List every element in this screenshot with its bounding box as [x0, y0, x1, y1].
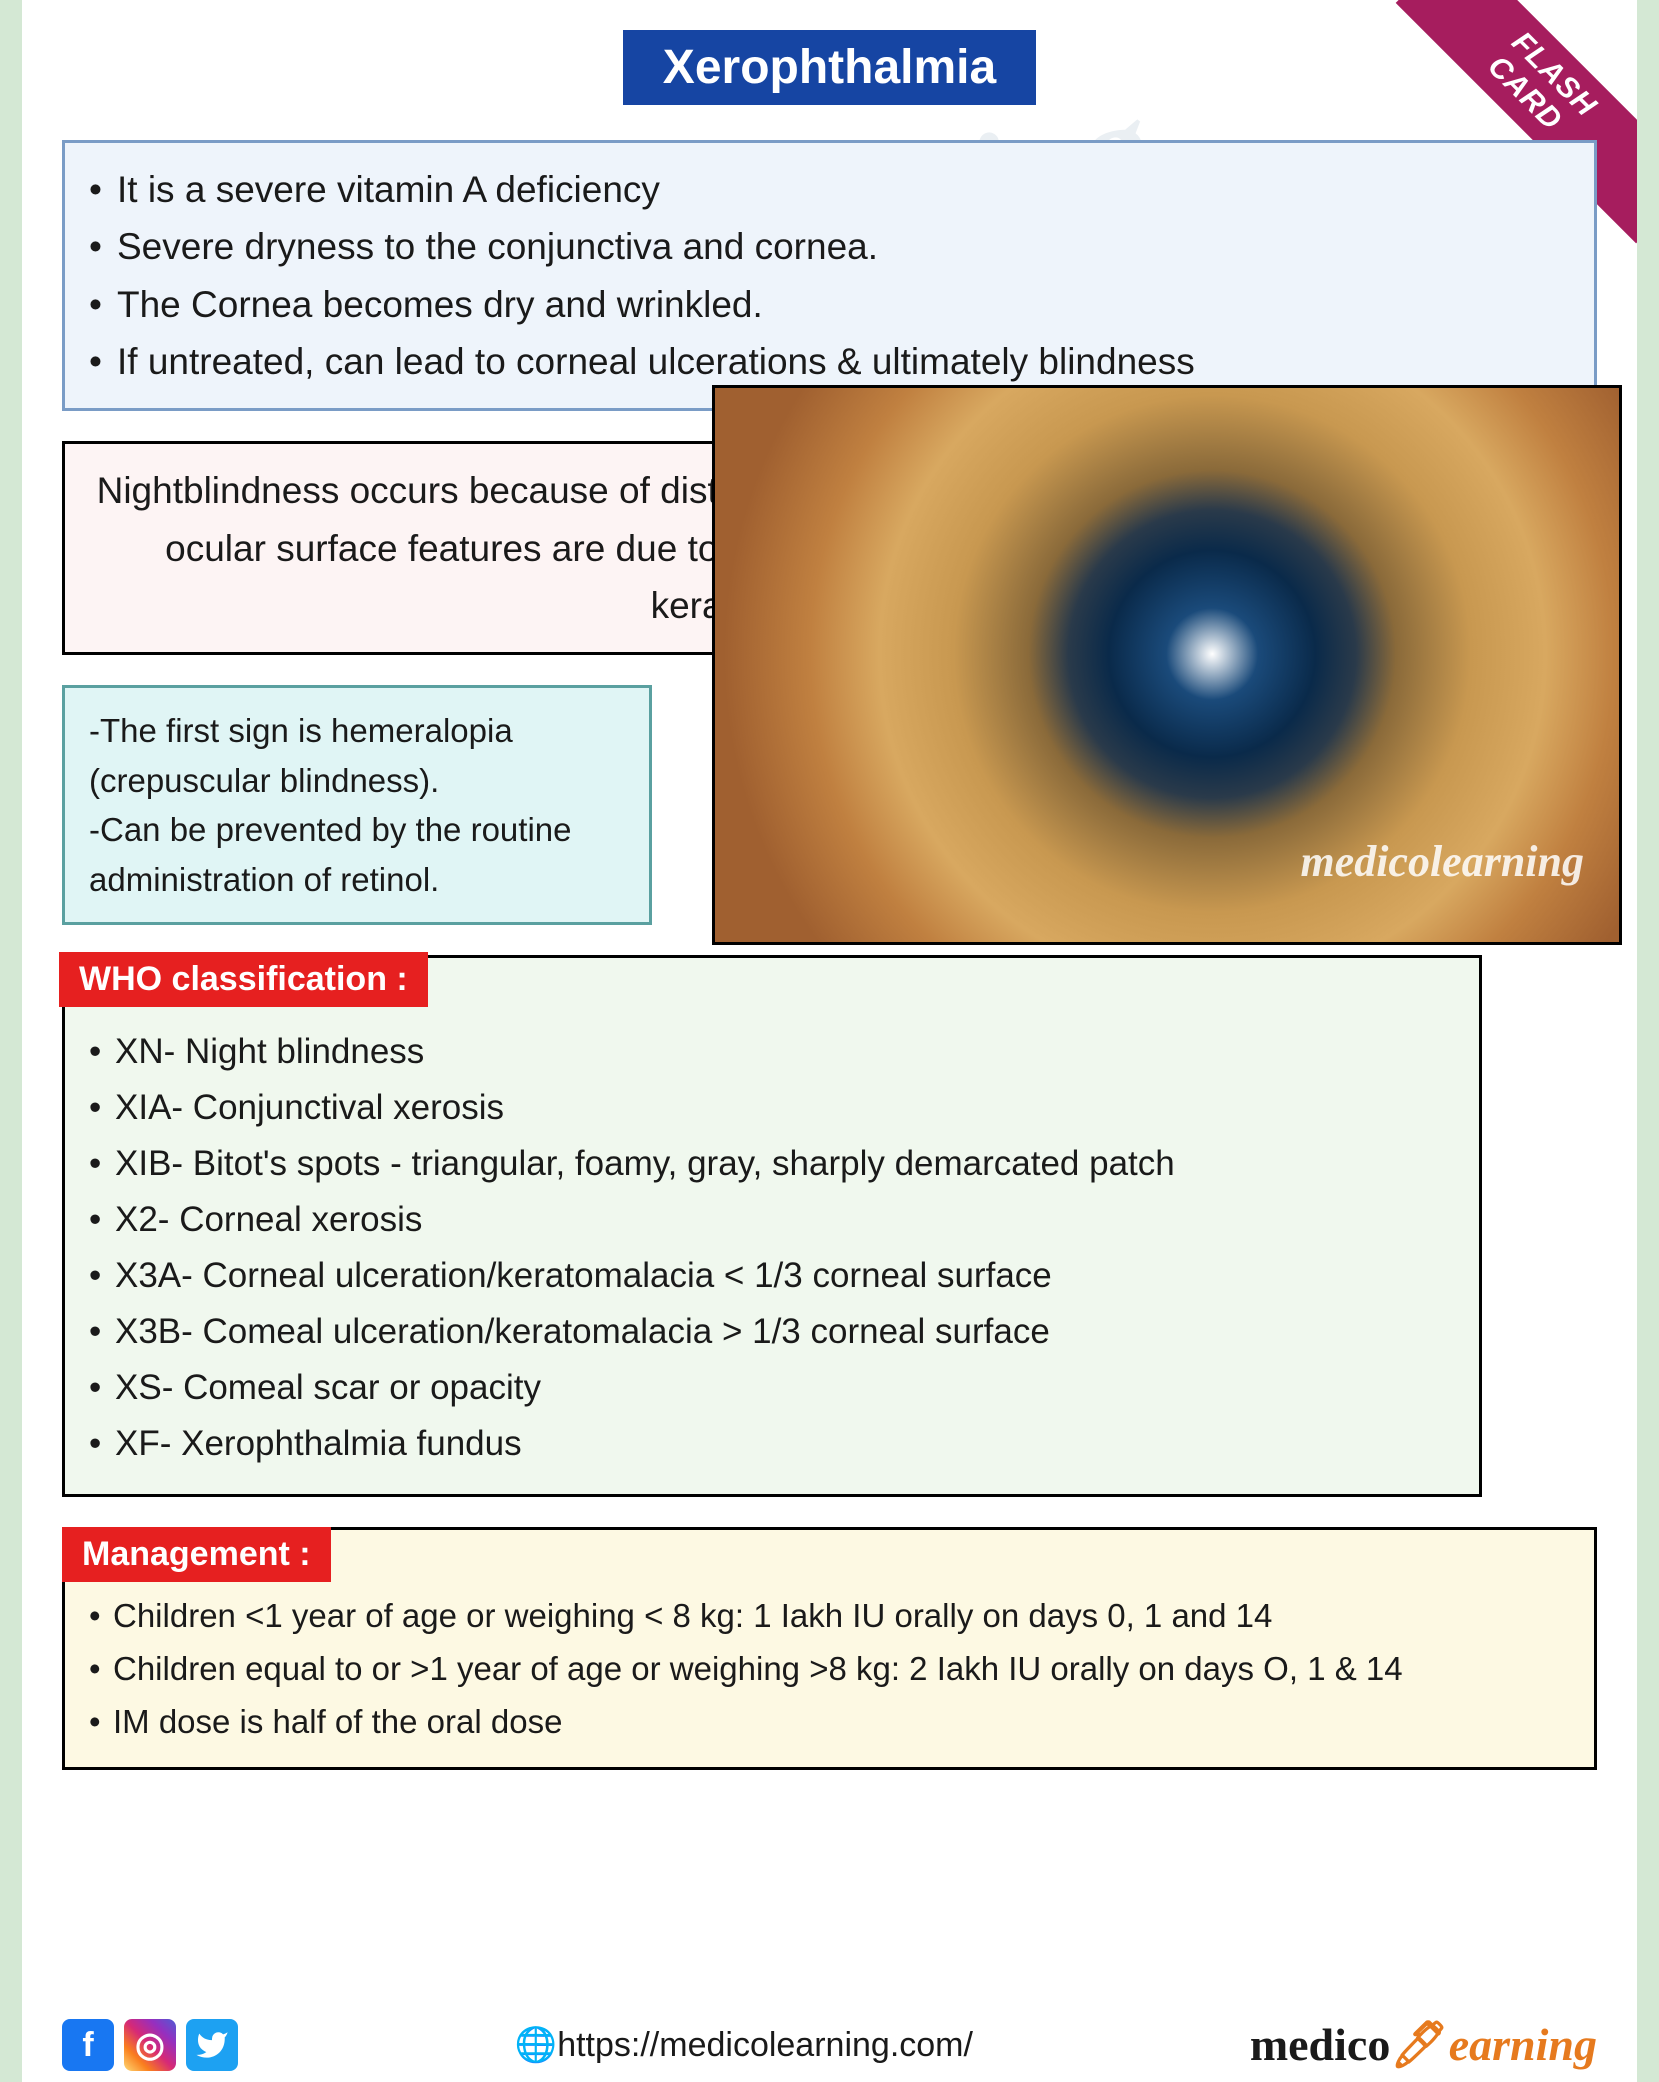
brand-logo: medico🖊earning: [1250, 2018, 1597, 2072]
signs-line: -Can be prevented by the routine adminis…: [89, 805, 625, 904]
intro-box: It is a severe vitamin A deficiency Seve…: [62, 140, 1597, 411]
title-wrap: Xerophthalmia: [62, 30, 1597, 140]
signs-box: -The first sign is hemeralopia (crepuscu…: [62, 685, 652, 925]
who-item: XS- Comeal scar or opacity: [89, 1360, 1455, 1416]
brand-prefix: medico: [1250, 2019, 1391, 2070]
management-item: Children <1 year of age or weighing < 8 …: [89, 1590, 1570, 1643]
twitter-icon[interactable]: [186, 2019, 238, 2071]
page-footer: f ◎ 🌐https://medicolearning.com/ medico🖊…: [22, 2000, 1637, 2082]
who-item: XF- Xerophthalmia fundus: [89, 1416, 1455, 1472]
social-icons: f ◎: [62, 2019, 238, 2071]
management-header: Management :: [62, 1527, 331, 1582]
intro-bullet: If untreated, can lead to corneal ulcera…: [89, 333, 1570, 390]
who-item: XIA- Conjunctival xerosis: [89, 1080, 1455, 1136]
management-item: IM dose is half of the oral dose: [89, 1696, 1570, 1749]
management-box: Management : Children <1 year of age or …: [62, 1527, 1597, 1769]
who-item: X2- Corneal xerosis: [89, 1192, 1455, 1248]
intro-bullet: It is a severe vitamin A deficiency: [89, 161, 1570, 218]
eye-image-watermark: medicolearning: [1300, 836, 1584, 887]
who-list: XN- Night blindness XIA- Conjunctival xe…: [89, 1024, 1455, 1472]
eye-clinical-image: medicolearning: [712, 385, 1622, 945]
flashcard-page: medicolearning FLASH CARD Xerophthalmia …: [22, 0, 1637, 2000]
who-item: XIB- Bitot's spots - triangular, foamy, …: [89, 1136, 1455, 1192]
footer-url[interactable]: 🌐https://medicolearning.com/: [515, 2025, 973, 2065]
intro-bullet: Severe dryness to the conjunctiva and co…: [89, 218, 1570, 275]
who-item: XN- Night blindness: [89, 1024, 1455, 1080]
who-item: X3B- Comeal ulceration/keratomalacia > 1…: [89, 1304, 1455, 1360]
who-item: X3A- Corneal ulceration/keratomalacia < …: [89, 1248, 1455, 1304]
brand-suffix: earning: [1449, 2019, 1597, 2070]
signs-column: -The first sign is hemeralopia (crepuscu…: [62, 685, 652, 925]
instagram-icon[interactable]: ◎: [124, 2019, 176, 2071]
page-title: Xerophthalmia: [623, 30, 1036, 105]
who-classification-box: WHO classification : XN- Night blindness…: [62, 955, 1482, 1497]
intro-bullets: It is a severe vitamin A deficiency Seve…: [89, 161, 1570, 390]
management-list: Children <1 year of age or weighing < 8 …: [89, 1590, 1570, 1748]
who-header: WHO classification :: [59, 952, 428, 1007]
who-wrap: medicolearning WHO classification : XN- …: [62, 955, 1597, 1497]
facebook-icon[interactable]: f: [62, 2019, 114, 2071]
signs-line: -The first sign is hemeralopia (crepuscu…: [89, 706, 625, 805]
intro-bullet: The Cornea becomes dry and wrinkled.: [89, 276, 1570, 333]
management-item: Children equal to or >1 year of age or w…: [89, 1643, 1570, 1696]
